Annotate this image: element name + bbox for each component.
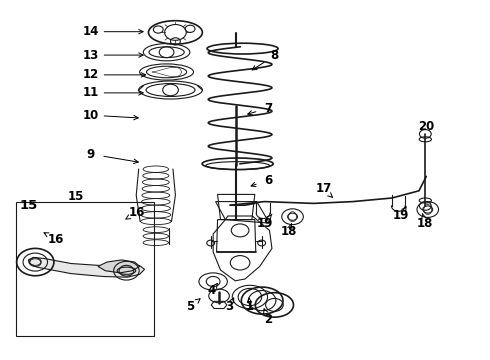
Text: 3: 3	[225, 300, 233, 313]
Text: 16: 16	[129, 206, 146, 219]
Text: 15: 15	[68, 190, 84, 203]
Text: 16: 16	[48, 233, 65, 246]
Text: 7: 7	[265, 102, 272, 114]
Text: 2: 2	[265, 313, 272, 326]
Text: 17: 17	[315, 183, 332, 195]
Text: 8: 8	[270, 49, 278, 62]
Text: 4: 4	[208, 284, 216, 297]
Text: 18: 18	[417, 217, 434, 230]
Text: 11: 11	[82, 86, 99, 99]
Text: 13: 13	[82, 49, 99, 62]
Text: 15: 15	[19, 199, 38, 212]
Text: 19: 19	[256, 217, 273, 230]
Text: 1: 1	[246, 300, 254, 313]
Text: 6: 6	[265, 174, 272, 186]
Text: 19: 19	[392, 209, 409, 222]
Text: 9: 9	[87, 148, 95, 161]
Text: 10: 10	[82, 109, 99, 122]
Text: 12: 12	[82, 68, 99, 81]
Text: 14: 14	[82, 25, 99, 38]
Text: 5: 5	[186, 300, 194, 313]
Text: 18: 18	[281, 225, 297, 238]
Bar	[16, 202, 154, 336]
Text: 20: 20	[418, 120, 435, 132]
Polygon shape	[98, 260, 140, 273]
Polygon shape	[28, 257, 145, 277]
